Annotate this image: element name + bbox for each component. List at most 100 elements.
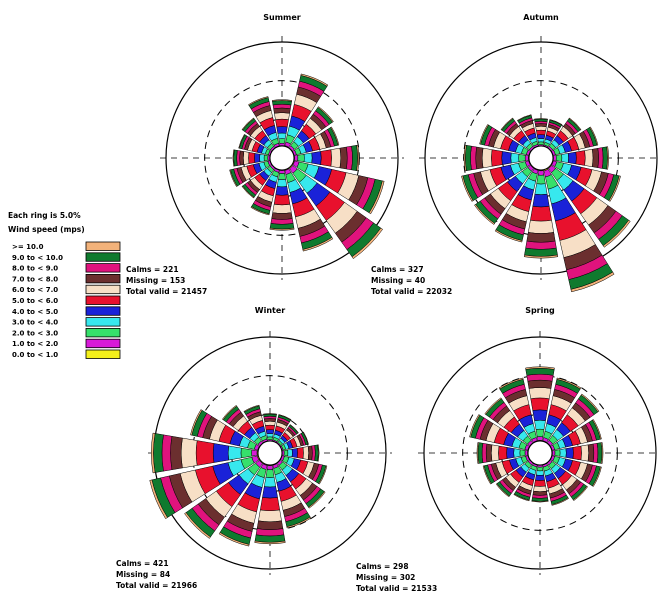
petal-segment — [485, 443, 493, 463]
petal-segment — [554, 449, 561, 457]
petal-segment — [227, 445, 242, 461]
petal-segment — [532, 193, 550, 208]
petal-segment — [601, 146, 608, 170]
petal-segment — [275, 118, 289, 128]
petal-segment — [254, 153, 261, 163]
petal-segment — [535, 125, 547, 131]
petal-segment — [534, 479, 546, 487]
petal-segment — [481, 147, 493, 169]
legend-label: 9.0 to < 10.0 — [12, 254, 63, 262]
legend-label: 4.0 to < 5.0 — [12, 308, 58, 316]
stat-calms: Calms = 421 — [116, 559, 169, 568]
petal-segment — [153, 433, 164, 473]
petal-segment — [283, 449, 289, 457]
petal-segment — [278, 138, 286, 144]
rose-title: Autumn — [523, 13, 559, 22]
legend-swatch — [85, 252, 121, 262]
legend-label: 5.0 to < 6.0 — [12, 297, 58, 305]
petal-segment — [266, 465, 274, 470]
petal-segment — [291, 448, 298, 458]
petal-segment — [479, 124, 489, 145]
petal-segment — [476, 442, 480, 464]
petal-segment — [240, 447, 253, 459]
petal-segment — [151, 432, 156, 474]
petal-segment — [592, 466, 602, 487]
petal-segment — [510, 152, 520, 164]
stat-calms: Calms = 327 — [371, 265, 424, 274]
petal-segment — [553, 155, 557, 161]
rose-title: Summer — [263, 13, 301, 22]
petal-segment — [248, 96, 269, 106]
rose-title: Winter — [255, 306, 286, 315]
petal-segment — [534, 183, 548, 195]
petal-segment — [302, 446, 309, 460]
petal-segment — [368, 180, 385, 215]
petal-segment — [287, 448, 293, 458]
petal-segment — [484, 397, 502, 415]
petal-segment — [524, 155, 529, 161]
calm-circle — [269, 145, 295, 171]
petal-segment — [180, 437, 198, 469]
calm-circle — [528, 145, 554, 171]
ring-note: Each ring is 5.0% — [8, 211, 81, 220]
petal-segment — [469, 414, 481, 438]
petal-segment — [276, 126, 288, 134]
wind-rose-3: Spring Calms = 298 Missing = 302 Total vali… — [356, 306, 658, 593]
petal-segment — [525, 240, 557, 250]
petal-segment — [266, 433, 274, 438]
petal-segment — [278, 173, 286, 180]
petal-segment — [250, 206, 270, 216]
petal-segment — [265, 424, 275, 431]
petal-segment — [294, 155, 299, 161]
petal-segment — [552, 450, 556, 456]
petal-segment — [525, 367, 555, 376]
stat-calms: Calms = 298 — [356, 562, 409, 571]
petal-segment — [494, 229, 523, 243]
petal-segment — [232, 149, 235, 167]
petal-segment — [481, 442, 488, 464]
petal-segment — [556, 377, 582, 390]
petal-segment — [506, 447, 515, 459]
petal-segment — [222, 405, 238, 421]
rose-title: Spring — [525, 306, 555, 315]
petal-segment — [330, 126, 340, 146]
petal-segment — [465, 144, 472, 172]
petal-segment — [537, 170, 545, 176]
petal-segment — [274, 112, 290, 120]
petal-segment — [500, 117, 514, 131]
legend-label: 8.0 to < 9.0 — [12, 265, 58, 273]
petal-segment — [346, 145, 353, 171]
petal-segment — [279, 170, 285, 174]
petal-segment — [263, 154, 269, 162]
legend-swatch — [85, 241, 121, 251]
petal-segment — [218, 532, 250, 547]
petal-segment — [474, 204, 495, 225]
legend-swatch — [85, 349, 121, 359]
petal-segment — [561, 153, 569, 163]
petal-segment — [600, 442, 604, 464]
petal-segment — [559, 448, 567, 458]
petal-segment — [243, 404, 260, 413]
petal-segment — [311, 151, 322, 165]
petal-segment — [477, 442, 484, 464]
petal-segment — [318, 465, 328, 485]
petal-segment — [523, 254, 559, 259]
petal-segment — [265, 469, 275, 478]
petal-segment — [243, 151, 250, 165]
petal-segment — [278, 414, 292, 421]
petal-segment — [592, 442, 599, 464]
petal-segment — [303, 152, 313, 164]
legend-label: 0.0 to < 1.0 — [12, 351, 58, 359]
petal-segment — [491, 444, 500, 462]
petal-segment — [565, 447, 574, 459]
petal-segment — [266, 436, 274, 441]
petal-segment — [501, 151, 512, 165]
petal-segment — [238, 133, 246, 149]
petal-segment — [568, 117, 582, 131]
stat-total: Total valid = 22032 — [371, 287, 452, 296]
petal-segment — [271, 212, 293, 220]
petal-segment — [532, 490, 548, 496]
petal-segment — [170, 435, 183, 471]
petal-segment — [535, 428, 545, 438]
